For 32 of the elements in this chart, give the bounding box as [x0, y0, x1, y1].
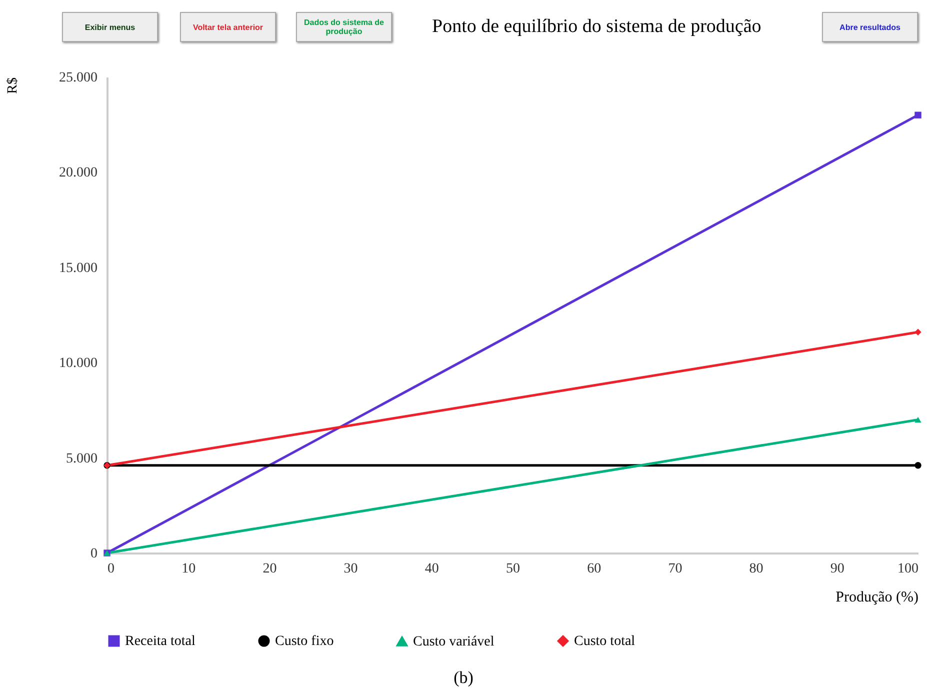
x-tick-label: 70 — [668, 562, 682, 576]
legend-label: Custo variável — [413, 634, 494, 650]
text: Voltar tela anterior — [180, 12, 276, 42]
x-tick-label: 0 — [108, 562, 114, 576]
legend-label: Receita total — [125, 634, 196, 649]
x-tick-label: 90 — [830, 562, 844, 576]
x-tick-label: 80 — [749, 562, 764, 576]
x-tick-label: 50 — [506, 562, 520, 576]
chart-title: Ponto de equilíbrio do sistema de produção — [432, 16, 762, 38]
x-tick-label: 30 — [344, 562, 358, 576]
x-tick-label: 60 — [587, 562, 602, 576]
y-tick-label: 5.000 — [66, 451, 98, 466]
y-tick-label: 15.000 — [59, 260, 98, 276]
x-tick-label: 10 — [182, 562, 196, 576]
y-tick-label: 20.000 — [59, 166, 98, 181]
x-tick-label: 20 — [262, 562, 277, 576]
legend-label: Custo total — [574, 634, 636, 649]
x-tick-label: 100 — [898, 562, 918, 576]
y-axis-title: R$ — [6, 78, 20, 94]
point — [914, 462, 922, 469]
y-tick-label: 25.000 — [59, 70, 98, 86]
y-tick-label: 10.000 — [59, 356, 98, 372]
y-tick-label: 0 — [90, 546, 98, 562]
point — [914, 112, 922, 118]
x-axis-title: Produção (%) — [836, 590, 918, 606]
text: Dados do sistema de produção — [296, 12, 392, 42]
text: Exibir menus — [62, 12, 158, 42]
point — [914, 328, 922, 336]
x-tick-label: 40 — [424, 562, 439, 576]
text: (b) — [452, 668, 474, 688]
text: Abre resultados — [822, 12, 918, 42]
legend-label: Custo fixo — [275, 634, 334, 649]
